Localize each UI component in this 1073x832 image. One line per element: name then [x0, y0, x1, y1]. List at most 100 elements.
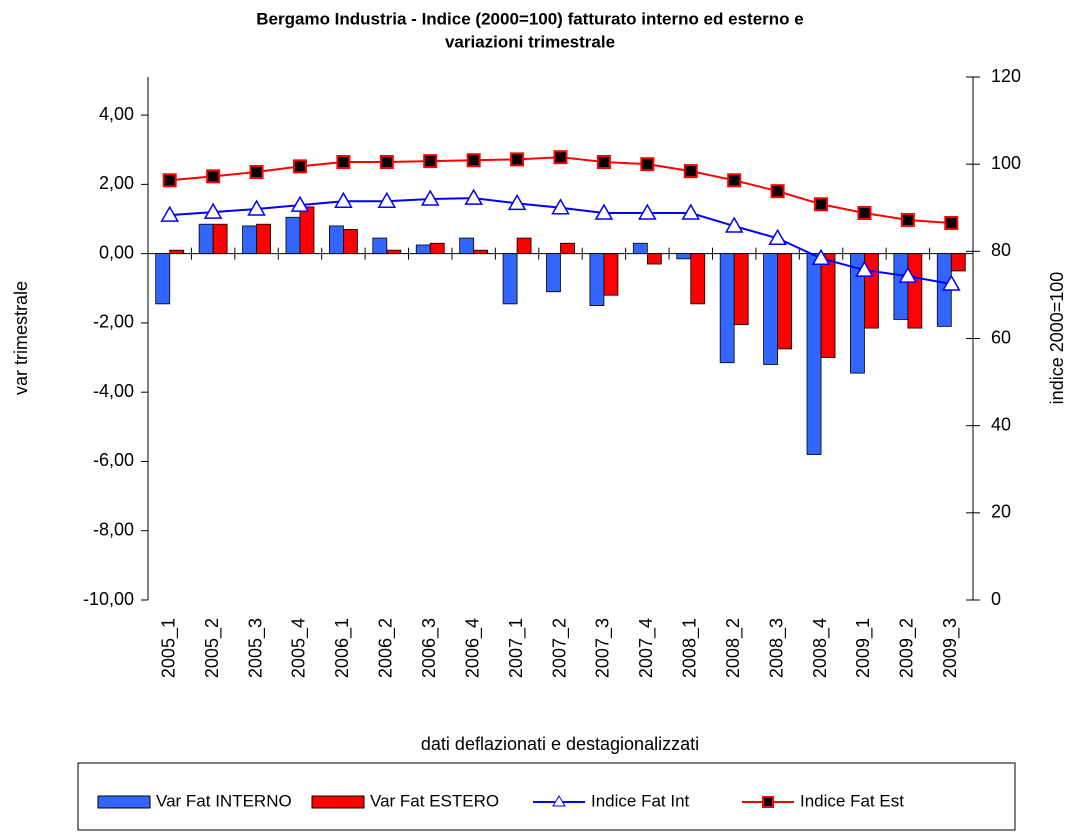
bar [603, 253, 619, 296]
y-tick-label: -2,00 [93, 312, 134, 332]
legend-label: Var Fat ESTERO [370, 791, 499, 810]
legend-label: Indice Fat Int [591, 791, 690, 810]
marker [249, 165, 264, 180]
bar [632, 242, 648, 255]
marker [640, 157, 655, 172]
marker [292, 159, 307, 174]
legend-label: Var Fat INTERNO [156, 791, 292, 810]
bar [198, 223, 214, 255]
marker [551, 198, 570, 215]
marker [596, 154, 611, 169]
bar [719, 253, 735, 364]
x-tick-label: 2006_1 [332, 618, 353, 678]
y2-axis-title: indice 2000=100 [1047, 272, 1067, 405]
x-tick-label: 2009_3 [940, 618, 961, 678]
x-tick-label: 2005_3 [245, 618, 266, 678]
x-tick-label: 2005_2 [202, 618, 223, 678]
marker [727, 173, 742, 188]
x-tick-label: 2007_3 [593, 618, 614, 678]
y2-tick-label: 60 [991, 327, 1011, 347]
x-tick-label: 2005_4 [289, 618, 310, 678]
x-tick-label: 2007_1 [506, 618, 527, 678]
marker [855, 260, 874, 277]
legend-swatch [97, 795, 151, 809]
marker [290, 195, 310, 212]
marker [553, 150, 568, 165]
marker [941, 274, 961, 291]
bar [950, 253, 966, 272]
y-tick-label: -6,00 [93, 450, 134, 470]
x-tick-label: 2007_4 [636, 618, 657, 678]
x-tick-label: 2008_2 [723, 618, 744, 678]
y-tick-label: 4,00 [99, 104, 134, 124]
marker [423, 154, 438, 169]
marker [377, 191, 397, 208]
bar [155, 253, 171, 305]
chart-title: Bergamo Industria - Indice (2000=100) fa… [256, 9, 803, 28]
x-tick-label: 2009_2 [897, 618, 918, 678]
marker [594, 203, 614, 220]
bar [242, 225, 257, 255]
x-tick-label: 2006_3 [419, 618, 440, 678]
marker [770, 184, 785, 199]
marker [683, 164, 698, 179]
marker [466, 153, 481, 168]
bar [212, 223, 228, 255]
marker [681, 203, 701, 220]
marker [379, 154, 394, 169]
bar [777, 253, 793, 350]
y-tick-label: 2,00 [99, 173, 134, 193]
bar [560, 242, 575, 255]
bar [690, 253, 706, 305]
y2-tick-label: 120 [991, 66, 1021, 86]
marker [768, 228, 787, 246]
bar [646, 253, 662, 265]
bar [820, 253, 836, 358]
bar [372, 237, 388, 255]
bar [589, 253, 605, 306]
x-tick-label: 2007_2 [549, 618, 570, 678]
y2-tick-label: 80 [991, 240, 1011, 260]
marker [420, 189, 440, 206]
x-tick-label: 2008_4 [810, 618, 831, 678]
bar [169, 249, 185, 255]
marker [811, 248, 831, 266]
bar [285, 216, 301, 255]
marker [334, 191, 353, 208]
y-tick-label: -4,00 [93, 381, 134, 401]
y2-tick-label: 20 [991, 502, 1011, 522]
bar [459, 237, 475, 255]
marker [336, 154, 351, 169]
marker [507, 193, 527, 211]
bar [415, 244, 431, 255]
bar [763, 253, 779, 365]
legend-marker [762, 796, 774, 808]
bar [328, 225, 344, 255]
bar [907, 253, 923, 329]
x-tick-label: 2006_4 [462, 618, 483, 678]
marker [724, 216, 744, 233]
bar [516, 237, 532, 255]
marker [247, 199, 266, 216]
bar [806, 253, 822, 455]
marker [898, 266, 918, 283]
legend-box [77, 762, 1016, 831]
marker [162, 173, 177, 188]
x-tick-label: 2009_1 [853, 618, 874, 678]
bar [386, 249, 402, 255]
marker [900, 212, 915, 227]
y2-tick-label: 40 [991, 414, 1011, 434]
y2-tick-label: 100 [991, 153, 1021, 173]
x-tick-label: 2006_2 [376, 618, 397, 678]
bar [342, 228, 358, 255]
y-tick-label: 0,00 [99, 242, 134, 262]
marker [203, 202, 223, 219]
marker [510, 152, 525, 167]
bar [502, 253, 518, 305]
x-tick-label: 2008_1 [680, 618, 701, 678]
y2-tick-label: 0 [991, 589, 1001, 609]
x-tick-label: 2008_3 [766, 618, 787, 678]
marker [206, 169, 221, 184]
y-axis-title: var trimestrale [11, 281, 31, 395]
